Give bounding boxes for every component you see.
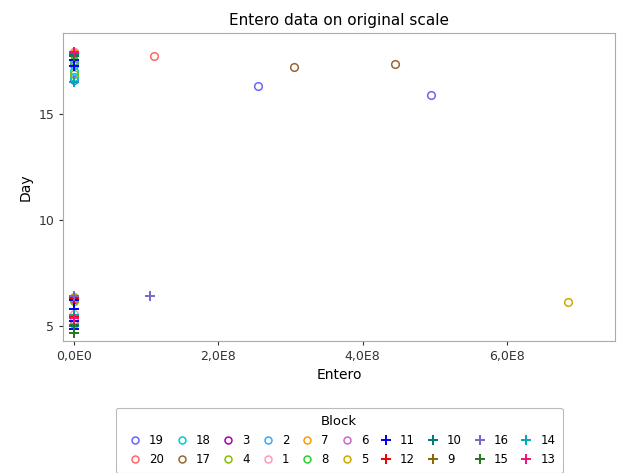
Y-axis label: Day: Day (19, 173, 33, 201)
Legend: 19, 20, 18, 17, 3, 4, 2, 1, 7, 8, 6, 5, 11, 12, 10, 9, 16, 15, 14, 13: 19, 20, 18, 17, 3, 4, 2, 1, 7, 8, 6, 5, … (116, 408, 562, 473)
X-axis label: Entero: Entero (316, 368, 362, 382)
Title: Entero data on original scale: Entero data on original scale (229, 13, 450, 28)
